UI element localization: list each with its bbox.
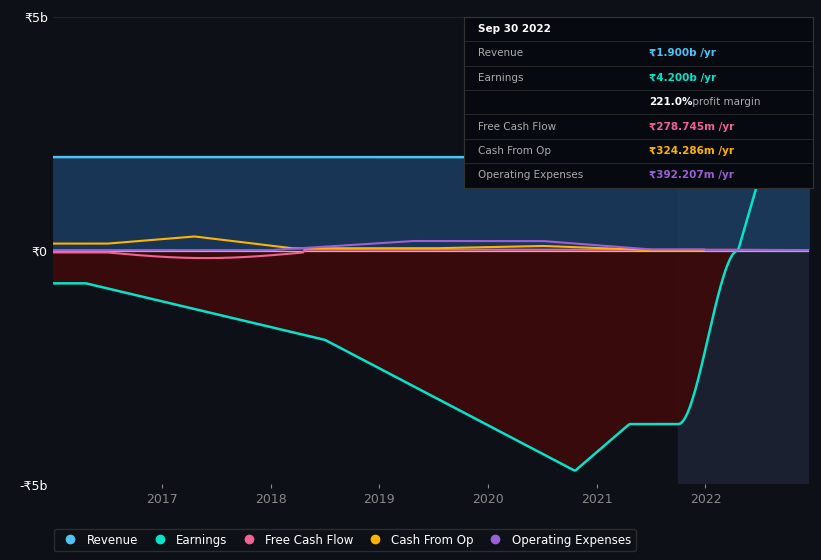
Text: Revenue: Revenue bbox=[478, 48, 523, 58]
Text: ₹392.207m /yr: ₹392.207m /yr bbox=[649, 170, 734, 180]
Legend: Revenue, Earnings, Free Cash Flow, Cash From Op, Operating Expenses: Revenue, Earnings, Free Cash Flow, Cash … bbox=[54, 529, 635, 551]
Text: profit margin: profit margin bbox=[689, 97, 760, 107]
Bar bbox=[678, 17, 809, 484]
Text: Earnings: Earnings bbox=[478, 73, 523, 83]
Text: Cash From Op: Cash From Op bbox=[478, 146, 551, 156]
Text: ₹278.745m /yr: ₹278.745m /yr bbox=[649, 122, 734, 132]
Text: Free Cash Flow: Free Cash Flow bbox=[478, 122, 556, 132]
Text: ₹324.286m /yr: ₹324.286m /yr bbox=[649, 146, 734, 156]
Text: Sep 30 2022: Sep 30 2022 bbox=[478, 24, 551, 34]
Text: 221.0%: 221.0% bbox=[649, 97, 692, 107]
Text: Operating Expenses: Operating Expenses bbox=[478, 170, 583, 180]
Text: ₹1.900b /yr: ₹1.900b /yr bbox=[649, 48, 716, 58]
Text: ₹4.200b /yr: ₹4.200b /yr bbox=[649, 73, 716, 83]
